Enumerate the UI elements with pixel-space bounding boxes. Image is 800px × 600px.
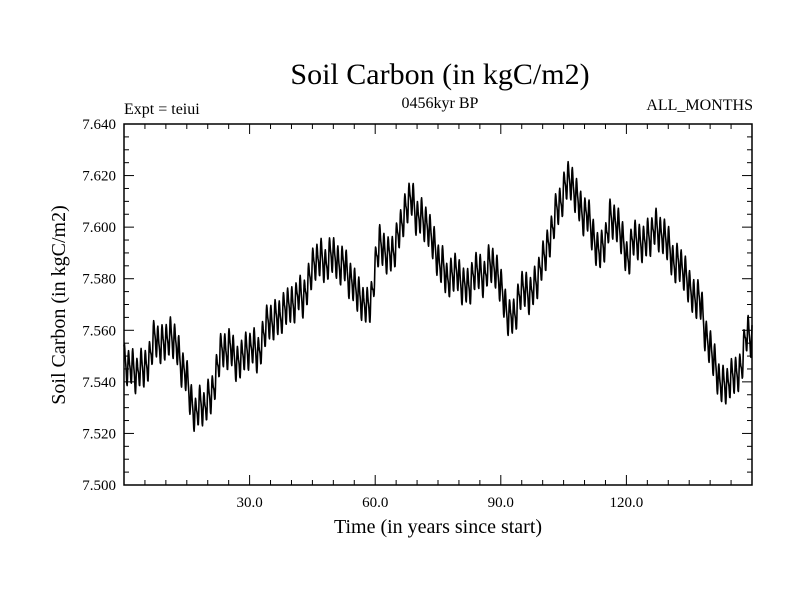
y-tick-label: 7.520 — [82, 426, 116, 442]
y-tick-label: 7.580 — [82, 272, 116, 288]
y-tick-label: 7.640 — [82, 117, 116, 133]
y-tick-label: 7.540 — [82, 375, 116, 391]
chart-subtitle: 0456kyr BP — [402, 95, 479, 112]
series-line-soil-carbon — [123, 160, 753, 433]
y-tick-label: 7.560 — [82, 323, 116, 339]
y-tick-label: 7.620 — [82, 169, 116, 185]
y-axis-label: Soil Carbon (in kgC/m2) — [48, 205, 70, 404]
chart-left-label: Expt = teiui — [124, 101, 200, 118]
x-tick-label: 120.0 — [610, 495, 644, 511]
x-tick-label: 30.0 — [236, 495, 262, 511]
chart-right-label: ALL_MONTHS — [646, 97, 753, 114]
plot-frame — [123, 123, 753, 486]
chart-title: Soil Carbon (in kgC/m2) — [290, 58, 589, 91]
plot-area — [123, 160, 753, 433]
x-tick-label: 90.0 — [488, 495, 514, 511]
y-tick-label: 7.500 — [82, 478, 116, 494]
y-tick-label: 7.600 — [82, 220, 116, 236]
axes: 7.500 7.520 7.540 7.560 7.580 7.600 7.620 7.640… — [82, 117, 752, 511]
x-tick-label: 60.0 — [362, 495, 388, 511]
x-axis-label: Time (in years since start) — [334, 516, 542, 538]
